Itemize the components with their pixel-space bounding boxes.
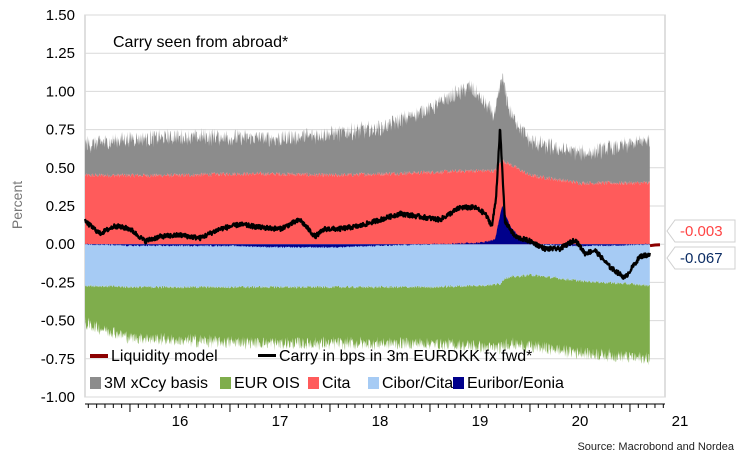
y-tick-label: -0.25 — [41, 274, 75, 291]
legend-item: Carry in bps in 3m EURDKK fx fwd* — [258, 348, 532, 365]
chart-annotation: Carry seen from abroad* — [113, 34, 288, 51]
callout-label: -0.003 — [680, 223, 723, 240]
area-cibor-cita — [85, 244, 650, 289]
legend-swatch — [368, 377, 379, 389]
line-series — [83, 128, 661, 280]
x-tick-label: 18 — [372, 413, 389, 430]
callout-box — [666, 246, 736, 270]
legend-item: EUR OIS — [220, 375, 300, 392]
legend-item: 3M xCcy basis — [90, 375, 208, 392]
value-callout: -0.003 — [666, 219, 736, 243]
area-eur-ois — [85, 273, 650, 366]
legend-swatch — [258, 354, 276, 357]
value-callout: -0.067 — [666, 246, 736, 270]
y-tick-label: -0.75 — [41, 351, 75, 368]
legend-swatch — [90, 377, 101, 389]
source-note: Source: Macrobond and Nordea — [577, 441, 734, 453]
area-euribor-eonia — [85, 205, 650, 249]
legend-item: Cita — [308, 375, 351, 392]
y-axis-label: Percent — [9, 181, 25, 229]
y-tick-label: -0.50 — [41, 313, 75, 330]
legend-swatch — [308, 377, 319, 389]
axes: 1.50 1.25 1.00 0.75 0.50 0.25 0.00 -0.25 -0.50 -0… — [41, 7, 689, 430]
y-tick-label: 1.25 — [46, 45, 75, 62]
legend-label: Carry in bps in 3m EURDKK fx fwd* — [279, 348, 532, 365]
x-tick-label: 19 — [472, 413, 489, 430]
legend-label: Cibor/Cita — [382, 375, 453, 392]
y-tick-label: 0.00 — [46, 236, 75, 253]
callout-box — [666, 219, 736, 243]
legend-label: Liquidity model — [111, 348, 218, 365]
y-tick-label: 0.50 — [46, 160, 75, 177]
legend-item: Liquidity model — [90, 348, 218, 365]
x-tick-label: 16 — [172, 413, 189, 430]
legend-item: Euribor/Eonia — [453, 375, 564, 392]
y-tick-label: -1.00 — [41, 389, 75, 406]
y-tick-label: 1.00 — [46, 83, 75, 100]
line-carry-3m-eurdkk — [83, 128, 651, 280]
x-tick-label: 17 — [272, 413, 289, 430]
y-tick-label: 0.25 — [46, 198, 75, 215]
y-tick-label: 0.75 — [46, 122, 75, 139]
legend-swatch — [220, 377, 231, 389]
area-3m-xccy-basis — [85, 73, 650, 186]
value-callouts: -0.003 -0.067 — [666, 219, 736, 270]
legend: Liquidity model Carry in bps in 3m EURDKK… — [90, 348, 564, 392]
legend-swatch — [453, 377, 464, 389]
legend-label: 3M xCcy basis — [104, 375, 208, 392]
callout-label: -0.067 — [680, 250, 723, 267]
line-liquidity-model — [649, 243, 661, 248]
legend-item: Cibor/Cita — [368, 375, 453, 392]
x-tick-label: 20 — [572, 413, 589, 430]
legend-label: Cita — [322, 375, 351, 392]
legend-label: EUR OIS — [234, 375, 300, 392]
area-series — [85, 73, 650, 366]
legend-swatch — [90, 354, 108, 358]
x-tick-label: 21 — [672, 413, 689, 430]
y-tick-label: 1.50 — [46, 7, 75, 24]
legend-label: Euribor/Eonia — [467, 375, 564, 392]
